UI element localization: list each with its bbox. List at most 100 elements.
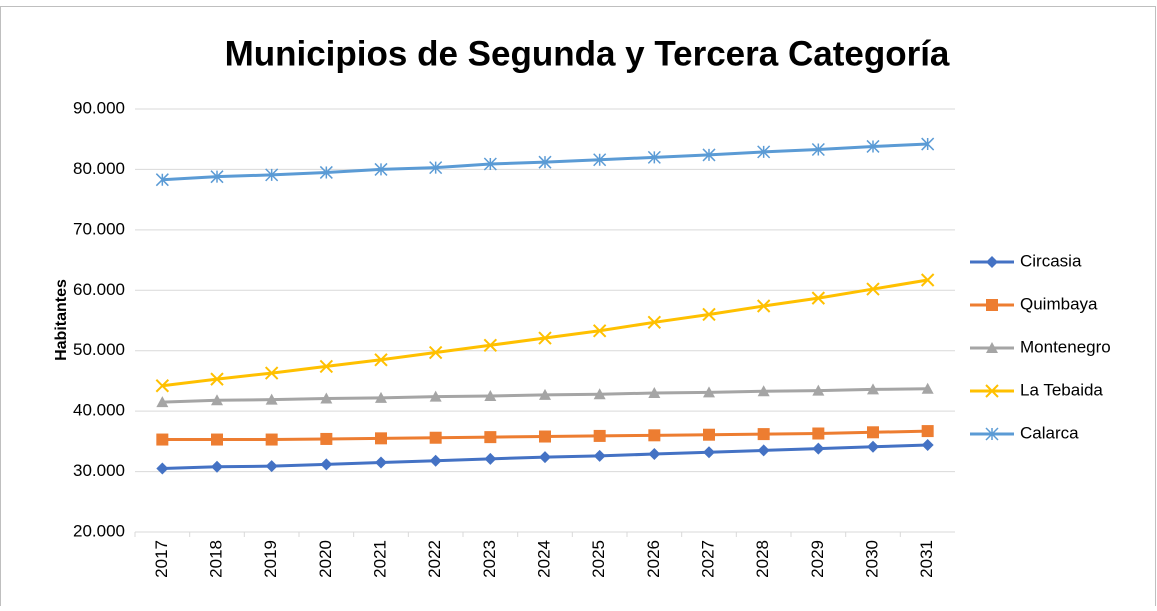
x-tick-label: 2024 xyxy=(534,540,553,578)
marker xyxy=(211,394,223,406)
legend-marker xyxy=(986,256,998,268)
marker xyxy=(320,432,333,445)
marker xyxy=(867,440,879,453)
x-tick-label: 2029 xyxy=(808,540,827,578)
x-tick-label: 2020 xyxy=(316,540,335,578)
marker xyxy=(867,426,879,439)
marker xyxy=(265,433,278,446)
marker xyxy=(539,451,551,464)
marker xyxy=(756,299,771,313)
legend-marker xyxy=(986,342,998,353)
chart-frame xyxy=(0,6,1156,611)
marker xyxy=(593,449,606,462)
marker xyxy=(648,387,661,399)
marker xyxy=(428,345,443,360)
marker xyxy=(210,372,224,386)
marker xyxy=(484,431,497,444)
marker xyxy=(211,433,223,446)
y-tick-label: 70.000 xyxy=(73,219,125,238)
marker xyxy=(592,324,607,338)
marker xyxy=(483,338,498,352)
marker xyxy=(812,427,825,440)
x-tick-label: 2021 xyxy=(370,540,389,578)
marker xyxy=(375,432,387,445)
marker xyxy=(921,137,935,151)
x-tick-label: 2023 xyxy=(480,540,499,578)
marker xyxy=(703,446,715,459)
x-tick-label: 2022 xyxy=(425,540,444,578)
legend-label: Circasia xyxy=(1020,251,1082,270)
marker xyxy=(538,155,552,169)
marker xyxy=(757,385,770,397)
marker xyxy=(702,307,716,322)
marker xyxy=(265,168,279,182)
marker xyxy=(593,388,606,400)
marker xyxy=(319,165,333,179)
x-tick-label: 2027 xyxy=(698,540,717,578)
marker xyxy=(703,386,715,398)
marker xyxy=(812,442,825,455)
marker xyxy=(484,452,497,465)
marker xyxy=(374,162,388,176)
marker xyxy=(921,438,934,451)
marker xyxy=(210,170,224,184)
marker xyxy=(375,456,387,469)
marker xyxy=(757,428,770,441)
marker xyxy=(867,383,879,395)
marker xyxy=(265,460,278,473)
x-tick-label: 2026 xyxy=(644,540,663,578)
marker xyxy=(156,462,169,475)
marker xyxy=(866,282,880,296)
x-tick-label: 2031 xyxy=(917,540,936,578)
marker xyxy=(429,454,442,467)
y-tick-label: 80.000 xyxy=(73,159,125,178)
marker xyxy=(429,431,442,444)
x-tick-label: 2028 xyxy=(753,540,772,578)
marker xyxy=(483,157,497,171)
marker xyxy=(702,148,716,162)
y-tick-label: 50.000 xyxy=(73,340,125,359)
y-tick-label: 40.000 xyxy=(73,401,125,420)
marker xyxy=(811,291,826,305)
marker xyxy=(593,153,607,167)
marker xyxy=(374,353,388,367)
x-tick-label: 2030 xyxy=(862,540,881,578)
marker xyxy=(921,425,934,438)
marker xyxy=(429,390,442,402)
legend-label: Montenegro xyxy=(1020,337,1111,356)
marker xyxy=(757,145,771,159)
marker xyxy=(921,382,934,394)
marker xyxy=(155,379,170,393)
marker xyxy=(648,429,661,442)
marker xyxy=(539,388,551,400)
marker xyxy=(319,359,334,374)
legend-label: La Tebaida xyxy=(1020,380,1103,399)
y-tick-label: 90.000 xyxy=(73,98,125,117)
marker xyxy=(703,428,715,441)
marker xyxy=(648,448,661,461)
marker xyxy=(866,139,880,153)
x-tick-label: 2017 xyxy=(152,540,171,578)
legend-label: Quimbaya xyxy=(1020,294,1098,313)
marker xyxy=(320,458,333,471)
x-tick-label: 2019 xyxy=(261,540,280,578)
y-tick-label: 20.000 xyxy=(73,521,125,540)
marker xyxy=(375,391,387,403)
marker xyxy=(811,142,825,157)
marker xyxy=(156,433,169,446)
x-tick-label: 2018 xyxy=(206,540,225,578)
marker xyxy=(264,366,279,380)
marker xyxy=(155,173,169,187)
y-tick-label: 60.000 xyxy=(73,280,125,299)
marker xyxy=(484,390,497,402)
marker xyxy=(593,429,606,442)
marker xyxy=(211,460,223,473)
marker xyxy=(920,273,935,287)
legend-marker xyxy=(986,299,998,311)
marker xyxy=(812,384,825,396)
marker xyxy=(320,392,333,404)
y-axis-label: Habitantes xyxy=(53,279,70,361)
x-tick-label: 2025 xyxy=(589,540,608,578)
legend-marker xyxy=(985,427,999,441)
